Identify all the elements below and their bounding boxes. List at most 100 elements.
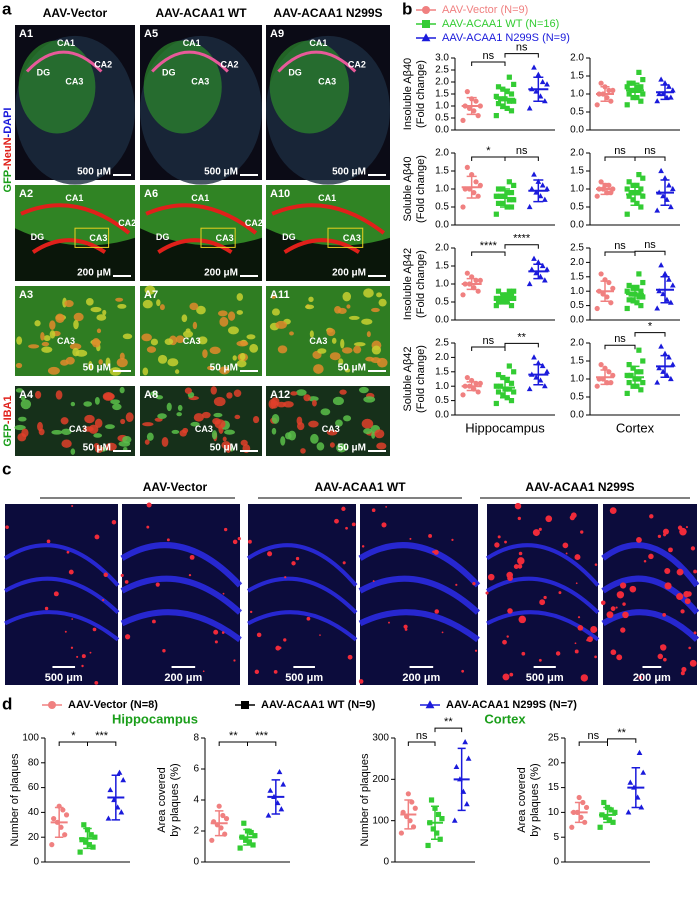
scale-label: 200 μm [402,672,440,684]
cell [157,354,168,364]
plaque [319,634,321,636]
cell [290,391,298,396]
column-header: AAV-ACAA1 N299S [273,6,382,20]
point [544,266,550,272]
plaque [532,529,540,537]
plaque [506,635,509,638]
point [434,830,440,836]
y-tick-label: 2.5 [570,243,584,254]
point [493,93,499,99]
cell [94,418,103,428]
y-tick-label: 1.0 [570,374,584,385]
region-label: CA3 [343,233,361,243]
cell [37,421,43,432]
plaque [89,651,92,654]
cell [339,389,347,395]
cell [363,396,376,403]
plaque [606,611,614,619]
plaque [124,580,129,584]
micrograph: A10 CA1 DG CA3 200 μM [266,185,390,281]
cell [275,320,287,329]
point [594,383,600,389]
point [630,197,636,203]
plaque [594,655,597,659]
point [640,769,647,775]
plaque [345,526,348,530]
plaque [341,506,346,511]
region-label: CA1 [191,193,209,203]
point [495,186,502,192]
point [506,98,512,104]
point [624,390,630,396]
plaque [565,552,568,555]
point [464,270,470,276]
plaque [283,638,287,642]
cell [304,304,315,310]
point [243,837,249,843]
plaque [676,568,684,576]
y-axis-label: Soluble Aβ42 [402,346,414,411]
y-tick-label: 2 [193,826,199,837]
plaque [474,649,478,652]
point [220,812,226,819]
micrograph: 200 μm [358,504,481,685]
point [638,186,644,192]
y-tick-label: 0.5 [570,392,584,403]
cell [374,429,385,439]
plaque [155,582,160,587]
point [495,84,502,90]
point [526,105,533,111]
cell [361,318,373,325]
legend-marker [422,20,430,28]
legend-label: AAV-Vector (N=8) [68,699,158,711]
plaque [233,659,236,662]
plaque [202,670,205,673]
point [475,113,481,119]
cell [236,340,249,347]
plaque [221,631,225,634]
y-axis-label: Area covered [516,767,528,832]
plaque [120,573,124,577]
cell [271,308,280,316]
y-tick-label: 1.5 [570,271,584,282]
tile-id: A1 [19,28,33,40]
point [506,363,512,369]
tissue-gfp [269,40,350,134]
significance-label: ns [516,42,528,54]
point [638,369,644,375]
point [237,845,243,851]
region-label: CA3 [318,77,336,87]
point [624,84,630,90]
cell [150,391,159,396]
plaque [166,538,170,542]
plaque [616,654,623,661]
cell [116,357,128,368]
plaque [609,507,617,514]
plaque [273,670,278,674]
hippocampus-arc [151,50,229,73]
point [495,101,502,107]
plaque [70,646,74,649]
plaque [381,522,387,528]
point [460,392,466,398]
point [667,203,674,210]
cell [236,360,247,368]
y-tick-label: 1.0 [435,381,449,392]
plaque [616,591,625,599]
point [475,288,481,294]
point [626,80,632,86]
y-tick-label: 100 [22,733,39,744]
dapi-band [246,543,358,587]
region-label: CA2 [245,218,263,228]
region-label: CA2 [348,60,366,70]
comparison-bracket [407,741,436,746]
micrograph: A3 CA3 50 μM [15,286,135,376]
scale-label: 50 μM [338,363,366,374]
dapi-band [120,575,243,615]
dot-plot: 0.0 0.5 1.0 1.5 2.0 [570,53,680,136]
cell [240,439,248,446]
region-label: CA3 [89,233,107,243]
image-bg [360,504,478,685]
cell [142,422,154,427]
